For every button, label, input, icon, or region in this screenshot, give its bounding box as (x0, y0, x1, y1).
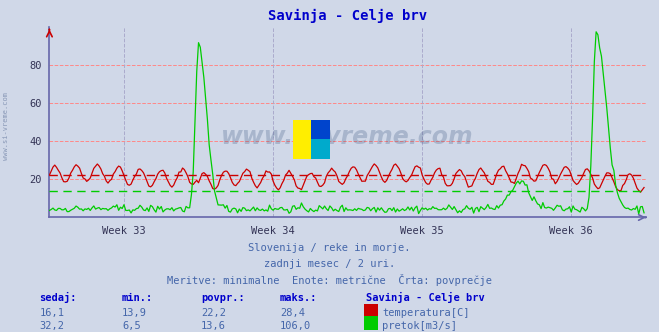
Text: 16,1: 16,1 (40, 308, 65, 318)
Text: 106,0: 106,0 (280, 321, 311, 331)
Text: 13,6: 13,6 (201, 321, 226, 331)
Bar (293, 120, 312, 159)
Text: 22,2: 22,2 (201, 308, 226, 318)
Text: Meritve: minimalne  Enote: metrične  Črta: povprečje: Meritve: minimalne Enote: metrične Črta:… (167, 274, 492, 286)
Text: min.:: min.: (122, 293, 153, 303)
Text: maks.:: maks.: (280, 293, 318, 303)
Text: Savinja - Celje brv: Savinja - Celje brv (366, 292, 484, 303)
Text: 13,9: 13,9 (122, 308, 147, 318)
Text: 6,5: 6,5 (122, 321, 140, 331)
Text: www.si-vreme.com: www.si-vreme.com (221, 125, 474, 149)
Text: pretok[m3/s]: pretok[m3/s] (382, 321, 457, 331)
Text: www.si-vreme.com: www.si-vreme.com (3, 92, 9, 160)
Text: Slovenija / reke in morje.: Slovenija / reke in morje. (248, 243, 411, 253)
Text: povpr.:: povpr.: (201, 293, 244, 303)
Bar (312, 139, 330, 159)
Text: sedaj:: sedaj: (40, 292, 77, 303)
Text: zadnji mesec / 2 uri.: zadnji mesec / 2 uri. (264, 259, 395, 269)
Bar (312, 120, 330, 139)
Title: Savinja - Celje brv: Savinja - Celje brv (268, 8, 427, 23)
Text: 28,4: 28,4 (280, 308, 305, 318)
Text: 32,2: 32,2 (40, 321, 65, 331)
Text: temperatura[C]: temperatura[C] (382, 308, 470, 318)
